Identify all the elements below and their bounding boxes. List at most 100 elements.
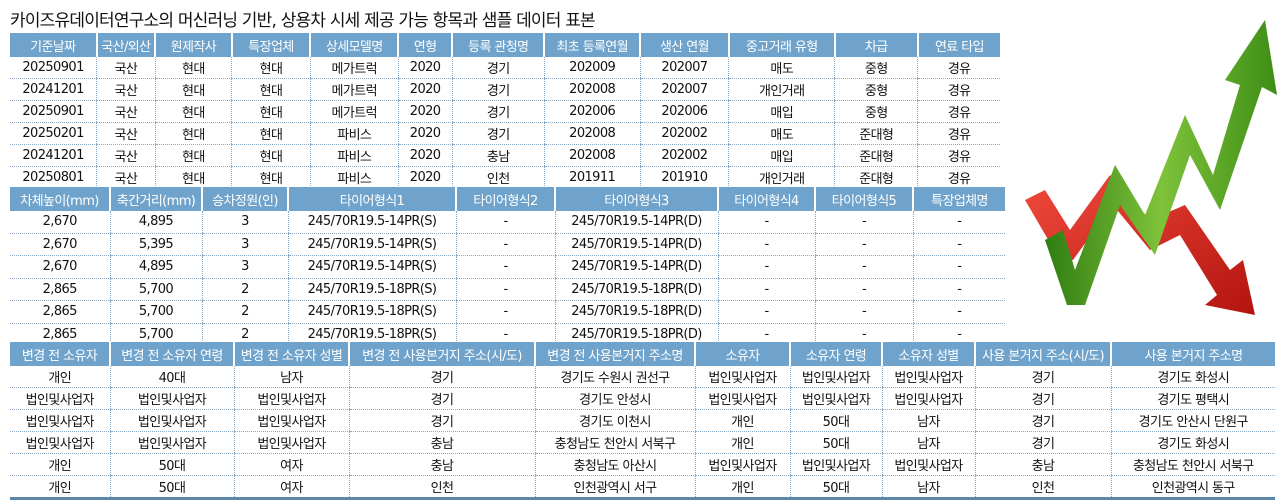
table-cell: 50대 [109, 453, 234, 476]
table-cell: 2 [201, 278, 288, 301]
table-cell: 법인및사업자 [694, 387, 790, 410]
column-header: 변경 전 소유자 연령 [109, 342, 234, 366]
table-row: 법인및사업자 법인및사업자 법인및사업자 충남 충청남도 천안시 서북구 개인 50대 남자 경… [10, 431, 1275, 454]
table-cell: 준대형 [834, 122, 918, 145]
table-cell: 245/70R19.5-18PR(S) [287, 278, 456, 301]
table-cell: 메가트럭 [309, 78, 399, 101]
table-cell: 201910 [639, 166, 729, 190]
table-cell: 50대 [789, 431, 882, 454]
column-header: 상세모델명 [309, 33, 399, 57]
column-header: 축간거리(mm) [109, 187, 202, 211]
table-row: 개인 50대 여자 충남 충청남도 아산시 법인및사업자 법인및사업자 법인및사업자 충남 충청남… [10, 453, 1275, 476]
table-cell: 50대 [109, 475, 234, 499]
table-cell: 법인및사업자 [10, 409, 110, 432]
table-cell: 개인 [10, 366, 110, 388]
table-cell: 2020 [397, 100, 453, 123]
table-cell: 20250201 [10, 122, 97, 145]
table-cell: 법인및사업자 [694, 366, 790, 388]
table-cell: - [455, 278, 555, 301]
table-cell: 법인및사업자 [233, 387, 349, 410]
table-cell: 현대 [154, 122, 232, 145]
table-row: 20250201 국산 현대 현대 파비스 2020 경기 202008 202002 매도 준대형… [10, 122, 1000, 145]
table-cell: 국산 [96, 122, 156, 145]
table-row: 20250901 국산 현대 현대 메가트럭 2020 경기 202009 202007 매도 중형… [10, 57, 1000, 79]
header-row: 기준날짜 국산/외산 원제작사 특장업체 상세모델명 연형 등록 관청명 최초 등록연월 생산 … [10, 33, 1000, 57]
table-cell: 남자 [881, 431, 975, 454]
table-cell: 남자 [881, 475, 975, 499]
table-cell: 245/70R19.5-14PR(S) [287, 233, 456, 256]
table-cell: 5,395 [109, 233, 202, 256]
table-cell: 충남 [451, 144, 545, 167]
table-cell: 2020 [397, 57, 453, 79]
table-cell: - [912, 233, 1005, 256]
table-cell: - [814, 300, 913, 324]
table-cell: 메가트럭 [309, 100, 399, 123]
table-cell: 20250901 [10, 100, 97, 123]
table-cell: 201911 [543, 166, 640, 190]
table-cell: 2020 [397, 166, 453, 190]
table-cell: 245/70R19.5-18PR(S) [287, 300, 456, 324]
table-cell: 4,895 [109, 255, 202, 279]
table-cell: 현대 [154, 144, 232, 167]
table-cell: 현대 [231, 122, 311, 145]
column-header: 원제작사 [154, 33, 232, 57]
table-cell: 20250801 [10, 166, 97, 190]
table-row: 개인 50대 여자 인천 인천광역시 서구 개인 50대 남자 인천 인천광역시 동구 [10, 475, 1275, 499]
table-cell: 50대 [789, 409, 882, 432]
column-header: 소유자 성별 [881, 342, 975, 366]
table-cell: 20241201 [10, 78, 97, 101]
table-cell: 인천 [974, 475, 1111, 499]
table-cell: 경기 [974, 409, 1111, 432]
table-cell: 충청남도 아산시 [534, 453, 695, 476]
table-cell: 경기 [348, 366, 535, 388]
table-cell: 법인및사업자 [789, 366, 882, 388]
table-cell: 5,700 [109, 300, 202, 324]
table-cell: 5,700 [109, 278, 202, 301]
table-row: 2,670 5,395 3 245/70R19.5-14PR(S) -245/70R19… [10, 233, 1005, 256]
table-cell: 개인 [694, 431, 790, 454]
table-cell: 경유 [917, 78, 1000, 101]
table-row: 법인및사업자 법인및사업자 법인및사업자 경기 경기도 이천시 개인 50대 남자 경기 경기도 … [10, 409, 1275, 432]
table-cell: 현대 [231, 100, 311, 123]
column-header: 변경 전 소유자 [10, 342, 110, 366]
table-cell: 경기도 안산시 단원구 [1110, 409, 1275, 432]
table-cell: 202009 [543, 57, 640, 79]
table-cell: 경기도 이천시 [534, 409, 695, 432]
table-cell: 2020 [397, 122, 453, 145]
table-cell: 현대 [154, 78, 232, 101]
table-cell: - [814, 211, 913, 234]
table-cell: 인천광역시 동구 [1110, 475, 1275, 499]
table-cell: 여자 [233, 453, 349, 476]
column-header: 타이어형식1 [287, 187, 456, 211]
table-row: 20241201 국산 현대 현대 메가트럭 2020 경기 202008 202007 개인거래… [10, 78, 1000, 101]
down-arrow-icon [1025, 175, 1255, 315]
table-cell: 20241201 [10, 144, 97, 167]
table-row: 개인 40대 남자 경기 경기도 수원시 권선구 법인및사업자 법인및사업자 법인및사업자 경기… [10, 366, 1275, 388]
table-cell: 경유 [917, 57, 1000, 79]
column-header: 등록 관청명 [451, 33, 545, 57]
table-cell: 충남 [974, 453, 1111, 476]
table-cell: 인천 [348, 475, 535, 499]
table-cell: 현대 [154, 100, 232, 123]
table-cell: 법인및사업자 [789, 453, 882, 476]
table-cell: 경기 [451, 122, 545, 145]
table-cell: - [814, 233, 913, 256]
table-cell: 202007 [639, 57, 729, 79]
table-cell: 법인및사업자 [109, 409, 234, 432]
table-cell: 경유 [917, 100, 1000, 123]
table-cell: 개인거래 [728, 166, 835, 190]
column-header: 타이어형식4 [717, 187, 815, 211]
ownership-table: 변경 전 소유자 변경 전 소유자 연령 변경 전 소유자 성별 변경 전 사용본거지… [10, 342, 1275, 500]
column-header: 사용 본거지 주소명 [1110, 342, 1275, 366]
table-cell: - [455, 233, 555, 256]
table-cell: - [455, 211, 555, 234]
table-cell: 매입 [728, 144, 835, 167]
table-cell: 경기 [451, 78, 545, 101]
column-header: 생산 연월 [639, 33, 729, 57]
table-cell: 남자 [881, 409, 975, 432]
table-cell: 파비스 [309, 122, 399, 145]
column-header: 특장업체 [230, 33, 311, 57]
table-cell: 법인및사업자 [109, 431, 234, 454]
table-cell: 중형 [834, 78, 918, 101]
table-cell: 개인 [10, 475, 110, 499]
